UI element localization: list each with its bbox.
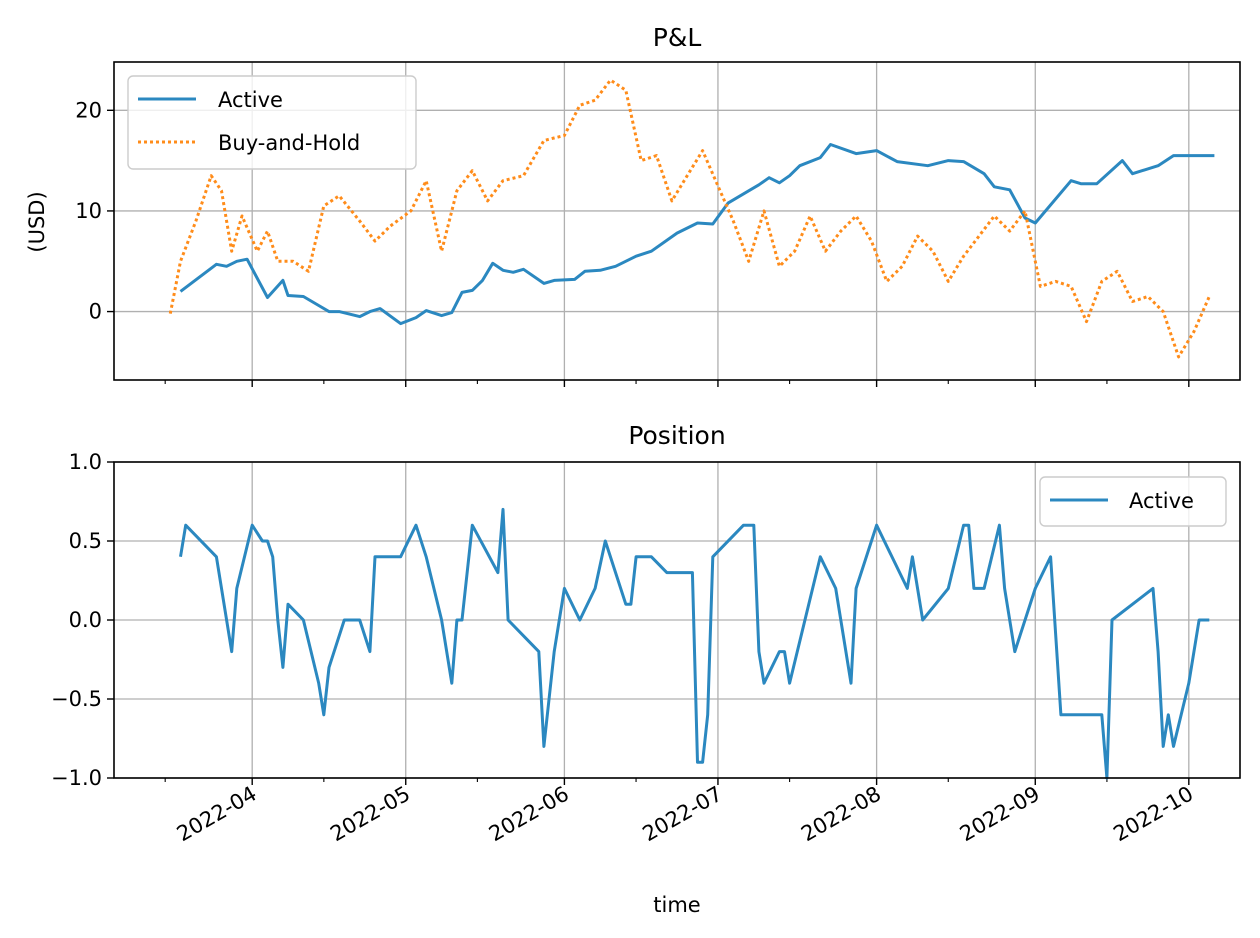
y-tick-label: 0.5 bbox=[69, 529, 102, 553]
y-tick-label: 0 bbox=[89, 300, 102, 324]
legend-position-active-label: Active bbox=[1129, 489, 1194, 513]
y-tick-label: 20 bbox=[75, 98, 102, 122]
pnl-lines bbox=[168, 78, 1215, 359]
x-tick-label: 2022-04 bbox=[173, 782, 261, 847]
x-tick-label: 2022-08 bbox=[797, 782, 885, 847]
legend-active-label: Active bbox=[218, 88, 283, 112]
x-tick-label: 2022-07 bbox=[638, 782, 726, 847]
position-lines bbox=[179, 507, 1210, 780]
pnl-y-ticks: 0 10 20 bbox=[75, 98, 114, 324]
x-tick-label: 2022-10 bbox=[1109, 782, 1197, 847]
pnl-legend-box bbox=[127, 75, 417, 170]
x-tick-label: 2022-06 bbox=[485, 782, 573, 847]
pnl-legend: Active Buy-and-Hold bbox=[127, 75, 417, 170]
series-line-buy-and-hold bbox=[168, 78, 1211, 359]
pnl-frame bbox=[113, 61, 1241, 381]
pnl-x-ticks bbox=[164, 380, 1190, 387]
series-line-active bbox=[179, 143, 1215, 326]
position-title: Position bbox=[628, 421, 725, 450]
y-tick-label: −1.0 bbox=[51, 766, 102, 790]
y-tick-label: −0.5 bbox=[51, 687, 102, 711]
pnl-ylabel: (USD) bbox=[25, 191, 49, 252]
position-legend-box bbox=[1039, 476, 1227, 527]
x-tick-label: 2022-09 bbox=[956, 782, 1044, 847]
position-axes: Position −1.0−0.50.00.51.0 2022-04 2022-0… bbox=[51, 421, 1241, 847]
x-tick-label: 2022-05 bbox=[326, 782, 414, 847]
position-frame bbox=[113, 461, 1241, 779]
y-tick-label: 0.0 bbox=[69, 608, 102, 632]
pnl-title: P&L bbox=[653, 23, 702, 52]
y-tick-label: 1.0 bbox=[69, 450, 102, 474]
legend-buy-and-hold-label: Buy-and-Hold bbox=[218, 131, 360, 155]
series-line-active bbox=[179, 507, 1210, 780]
position-y-ticks: −1.0 −0.5 0.0 0.5 1.0 bbox=[51, 450, 114, 790]
y-tick-label: 10 bbox=[75, 199, 102, 223]
x-axis-label: time bbox=[653, 893, 700, 917]
pnl-axes: P&L (USD) 0 10 20 Active Buy-and-Hold bbox=[25, 23, 1241, 387]
position-x-ticks: 2022-04 2022-05 2022-06 2022-07 2022-08 2022-… bbox=[164, 778, 1197, 847]
position-legend: Active bbox=[1039, 476, 1227, 527]
